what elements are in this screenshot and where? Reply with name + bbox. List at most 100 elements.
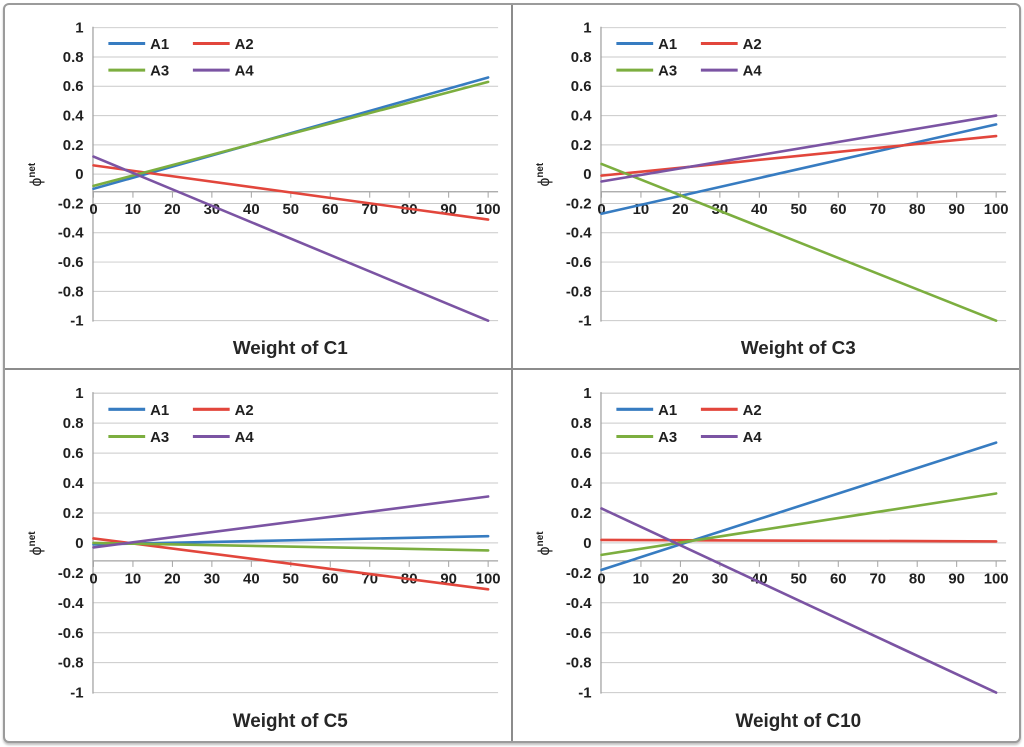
legend-label-a3: A3 bbox=[150, 64, 169, 80]
x-tick-label: 10 bbox=[633, 571, 650, 588]
x-tick-label: 30 bbox=[204, 571, 221, 588]
y-tick-label: -0.6 bbox=[566, 255, 592, 271]
y-tick-label: -0.2 bbox=[566, 196, 592, 212]
series-line-a1 bbox=[600, 123, 998, 216]
series-line-a2 bbox=[92, 537, 490, 591]
chart-title: Weight of C5 bbox=[233, 711, 348, 732]
y-tick-label: 1 bbox=[583, 21, 591, 37]
y-tick-label: -1 bbox=[578, 314, 591, 330]
chart-weight-of-c3: 0 10 20 30 40 50 60 70 80 90 10010.80.60.40.20-0.2… bbox=[535, 21, 1009, 359]
y-tick-label: -0.8 bbox=[566, 284, 592, 300]
legend-label-a2: A2 bbox=[235, 402, 254, 419]
y-tick-label: 0.2 bbox=[63, 505, 84, 522]
y-tick-label: 0.2 bbox=[63, 138, 84, 154]
y-axis-label: ϕnet bbox=[535, 162, 553, 186]
y-tick-label: 0.8 bbox=[63, 415, 84, 432]
legend-label-a1: A1 bbox=[658, 37, 677, 53]
x-tick-label: 100 bbox=[476, 202, 501, 218]
x-tick-label: 0 bbox=[597, 571, 605, 588]
y-tick-label: 0 bbox=[583, 167, 591, 183]
y-tick-label: -0.4 bbox=[566, 226, 592, 242]
legend-label-a2: A2 bbox=[235, 37, 254, 53]
y-axis-label: ϕnet bbox=[27, 162, 45, 186]
y-tick-label: -0.8 bbox=[566, 655, 592, 672]
y-tick-label: 0.6 bbox=[571, 79, 592, 95]
series-line-a3 bbox=[600, 492, 998, 557]
legend-label-a3: A3 bbox=[658, 429, 677, 446]
y-tick-label: 0.2 bbox=[571, 505, 592, 522]
x-tick-label: 10 bbox=[125, 202, 142, 218]
x-tick-label: 0 bbox=[89, 202, 97, 218]
y-tick-label: 0.4 bbox=[63, 109, 84, 125]
x-tick-label: 40 bbox=[243, 571, 260, 588]
legend-label-a2: A2 bbox=[743, 37, 762, 53]
legend-label-a1: A1 bbox=[150, 402, 169, 419]
y-tick-label: 0 bbox=[75, 167, 83, 183]
x-tick-label: 50 bbox=[791, 571, 808, 588]
x-tick-label: 20 bbox=[672, 571, 689, 588]
series-line-a4 bbox=[92, 155, 490, 322]
y-tick-label: -0.4 bbox=[58, 226, 84, 242]
y-tick-label: 1 bbox=[75, 385, 83, 402]
x-tick-label: 100 bbox=[984, 202, 1009, 218]
y-tick-label: 0.4 bbox=[571, 109, 592, 125]
x-tick-label: 20 bbox=[164, 571, 181, 588]
chart-title: Weight of C3 bbox=[741, 337, 856, 358]
x-tick-label: 30 bbox=[712, 571, 729, 588]
legend-label-a1: A1 bbox=[658, 402, 677, 419]
series-line-a4 bbox=[600, 114, 998, 183]
legend-label-a4: A4 bbox=[743, 429, 763, 446]
x-tick-label: 0 bbox=[597, 202, 605, 218]
legend-label-a4: A4 bbox=[743, 64, 763, 80]
series-line-a4 bbox=[92, 495, 490, 549]
legend-label-a1: A1 bbox=[150, 37, 169, 53]
y-tick-label: -0.2 bbox=[58, 196, 84, 212]
legend-label-a4: A4 bbox=[235, 64, 255, 80]
sensitivity-analysis-figure: 0 10 20 30 40 50 60 70 80 90 100 1 0.8 0.6 0.4 0.2 0 -0.2… bbox=[3, 3, 1021, 743]
x-tick-label: 20 bbox=[672, 202, 689, 218]
y-tick-label: 0.8 bbox=[63, 50, 84, 66]
y-tick-label: 0.8 bbox=[571, 415, 592, 432]
x-tick-label: 90 bbox=[948, 571, 965, 588]
y-tick-label: -0.4 bbox=[566, 595, 592, 612]
x-tick-label: 80 bbox=[909, 571, 926, 588]
y-tick-label: 0.8 bbox=[571, 50, 592, 66]
panel-weight-of-c10: 0 10 20 30 40 50 60 70 80 90 100 1 0.8 0.6 0.4 0.2 0 -0.2… bbox=[513, 370, 1019, 741]
panel-weight-of-c1: 0 10 20 30 40 50 60 70 80 90 100 1 0.8 0.6 0.4 0.2 0 -0.2… bbox=[5, 5, 511, 368]
x-tick-label: 90 bbox=[948, 202, 965, 218]
x-tick-label: 60 bbox=[830, 202, 847, 218]
y-tick-label: -1 bbox=[70, 314, 83, 330]
y-tick-label: -0.2 bbox=[58, 565, 84, 582]
series-line-a2 bbox=[92, 164, 490, 221]
y-tick-label: -0.8 bbox=[58, 284, 84, 300]
x-tick-label: 80 bbox=[401, 202, 418, 218]
y-tick-label: -0.4 bbox=[58, 595, 84, 612]
y-tick-label: -0.2 bbox=[566, 565, 592, 582]
series-line-a3 bbox=[92, 80, 490, 188]
chart-weight-of-c5: 0 10 20 30 40 50 60 70 80 90 10010.80.60.40.20-0.2… bbox=[27, 385, 501, 732]
series-line-a4 bbox=[600, 507, 998, 694]
series-line-a2 bbox=[600, 538, 998, 543]
y-tick-label: -0.6 bbox=[58, 255, 84, 271]
y-tick-label: -1 bbox=[70, 685, 83, 702]
x-tick-label: 100 bbox=[984, 571, 1009, 588]
chart-title: Weight of C1 bbox=[233, 337, 348, 358]
y-tick-label: 0 bbox=[75, 535, 83, 552]
x-tick-label: 0 bbox=[89, 571, 97, 588]
y-tick-label: 0.4 bbox=[63, 475, 84, 492]
chart-grid: 0 10 20 30 40 50 60 70 80 90 100 1 0.8 0.6 0.4 0.2 0 -0.2… bbox=[5, 5, 1019, 741]
x-tick-label: 80 bbox=[909, 202, 926, 218]
x-tick-label: 50 bbox=[791, 202, 808, 218]
panel-weight-of-c3: 0 10 20 30 40 50 60 70 80 90 100 1 0.8 0.6 0.4 0.2 0 -0.2… bbox=[513, 5, 1019, 368]
y-tick-label: -1 bbox=[578, 685, 591, 702]
x-tick-label: 70 bbox=[869, 571, 886, 588]
series-line-a3 bbox=[92, 541, 490, 552]
panel-weight-of-c5: 0 10 20 30 40 50 60 70 80 90 100 1 0.8 0.6 0.4 0.2 0 -0.2… bbox=[5, 370, 511, 741]
y-tick-label: 0 bbox=[583, 535, 591, 552]
y-tick-label: 0.4 bbox=[571, 475, 592, 492]
y-tick-label: 1 bbox=[583, 385, 591, 402]
x-tick-label: 60 bbox=[830, 571, 847, 588]
x-tick-label: 70 bbox=[869, 202, 886, 218]
x-tick-label: 50 bbox=[283, 571, 300, 588]
x-tick-label: 20 bbox=[164, 202, 181, 218]
